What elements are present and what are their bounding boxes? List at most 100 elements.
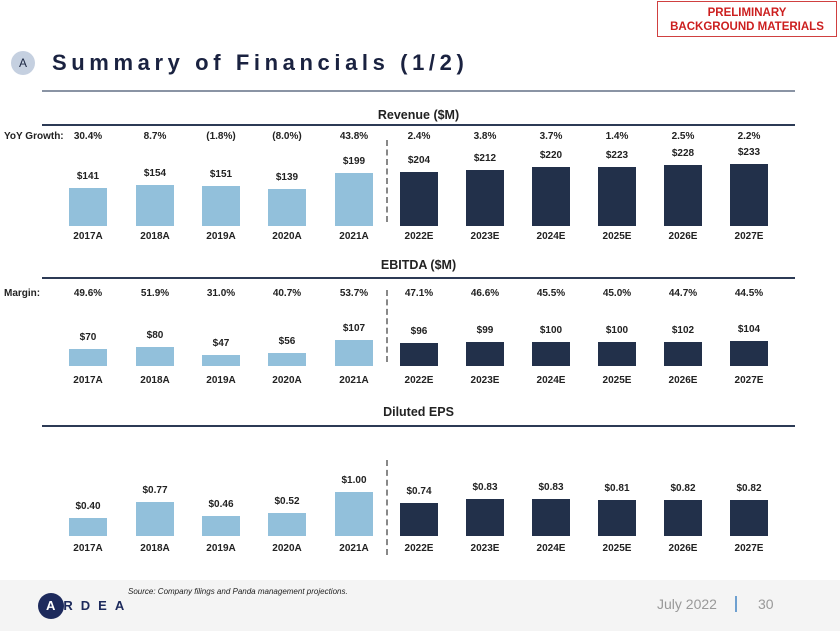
category-label: 2019A [206, 543, 236, 554]
row-value: 46.6% [470, 288, 500, 299]
data-label: $1.00 [341, 475, 367, 486]
category-label: 2024E [536, 231, 566, 242]
bar-2022E [400, 171, 438, 226]
category-label: 2022E [404, 231, 434, 242]
category-label: 2024E [536, 375, 566, 386]
data-label: $99 [476, 325, 494, 337]
row-value: 2.4% [407, 131, 431, 142]
category-label: 2021A [339, 231, 369, 242]
bar-2017A [69, 518, 107, 536]
row-value: 44.7% [668, 288, 698, 299]
category-label: 2017A [73, 543, 103, 554]
data-label: $0.77 [142, 485, 168, 497]
bar-2027E [730, 164, 768, 226]
data-label: $56 [278, 335, 296, 347]
category-label: 2020A [272, 231, 302, 242]
data-label: $212 [473, 152, 497, 164]
chart-title: EBITDA ($M) [380, 258, 457, 272]
footer-date: July 2022 [657, 596, 717, 612]
row-value: 2.2% [737, 131, 761, 142]
footer [0, 580, 840, 631]
row-value: 53.7% [339, 288, 369, 299]
bar-2021A [335, 340, 373, 366]
bar-2026E [664, 499, 702, 536]
row-value: 30.4% [73, 131, 103, 142]
data-label: $223 [605, 149, 629, 161]
preliminary-stamp: PRELIMINARY BACKGROUND MATERIALS [657, 1, 837, 37]
data-label: $0.46 [208, 498, 234, 510]
bar-2017A [69, 349, 107, 366]
bar-2022E [400, 342, 438, 366]
data-label: $199 [342, 156, 366, 168]
row-value: 8.7% [143, 131, 167, 142]
bar-2018A [136, 346, 174, 366]
page-number: 30 [758, 596, 774, 612]
row-value: 44.5% [734, 288, 764, 299]
category-label: 2025E [602, 543, 632, 554]
bar-2027E [730, 341, 768, 366]
category-label: 2026E [668, 375, 698, 386]
footer-separator [735, 596, 737, 612]
data-label: $0.40 [75, 501, 101, 513]
chart-rule [42, 425, 795, 427]
bar-2023E [466, 499, 504, 536]
data-label: $0.81 [604, 483, 630, 495]
category-label: 2025E [602, 375, 632, 386]
data-label: $141 [76, 171, 100, 183]
stamp-line-2: BACKGROUND MATERIALS [670, 21, 824, 33]
category-label: 2026E [668, 231, 698, 242]
source-note: Source: Company filings and Panda manage… [128, 587, 348, 596]
row-value: 1.4% [605, 131, 629, 142]
category-label: 2025E [602, 231, 632, 242]
data-label: $70 [79, 332, 97, 344]
bar-2017A [69, 188, 107, 226]
category-label: 2027E [734, 375, 764, 386]
bar-2023E [466, 342, 504, 366]
bar-2024E [532, 167, 570, 226]
category-label: 2023E [470, 375, 500, 386]
data-label: $154 [143, 168, 167, 180]
category-label: 2022E [404, 543, 434, 554]
data-label: $139 [275, 172, 299, 184]
section-badge: A [11, 51, 35, 75]
row-value: 3.7% [539, 131, 563, 142]
category-label: 2020A [272, 543, 302, 554]
bar-2020A [268, 513, 306, 536]
row-value: 51.9% [140, 288, 170, 299]
data-label: $233 [737, 147, 761, 159]
bar-2026E [664, 341, 702, 366]
category-label: 2027E [734, 231, 764, 242]
bar-2025E [598, 166, 636, 226]
data-label: $102 [671, 324, 695, 336]
data-label: $96 [410, 325, 428, 337]
data-label: $100 [605, 325, 629, 336]
category-label: 2018A [140, 375, 170, 386]
data-label: $151 [209, 168, 233, 180]
category-label: 2023E [470, 231, 500, 242]
row-label: YoY Growth: [4, 131, 64, 142]
bar-2025E [598, 500, 636, 536]
bar-2025E [598, 342, 636, 366]
category-label: 2026E [668, 543, 698, 554]
row-value: 45.0% [602, 288, 632, 299]
row-value: (1.8%) [206, 131, 236, 142]
bar-2024E [532, 499, 570, 536]
chart-title: Revenue ($M) [377, 108, 460, 122]
data-label: $0.74 [406, 486, 432, 498]
actual-estimate-divider [386, 460, 388, 555]
chart-rule [42, 124, 795, 126]
bar-2026E [664, 165, 702, 226]
row-value: 45.5% [536, 288, 566, 299]
category-label: 2018A [140, 543, 170, 554]
title-rule [42, 90, 795, 92]
category-label: 2022E [404, 375, 434, 386]
bar-2021A [335, 492, 373, 536]
data-label: $0.83 [472, 482, 498, 494]
stamp-line-1: PRELIMINARY [707, 7, 787, 19]
row-value: (8.0%) [272, 131, 302, 142]
category-label: 2023E [470, 543, 500, 554]
row-value: 3.8% [473, 131, 497, 142]
chart-rule [42, 277, 795, 279]
data-label: $0.52 [274, 496, 300, 508]
data-label: $0.83 [538, 482, 564, 494]
